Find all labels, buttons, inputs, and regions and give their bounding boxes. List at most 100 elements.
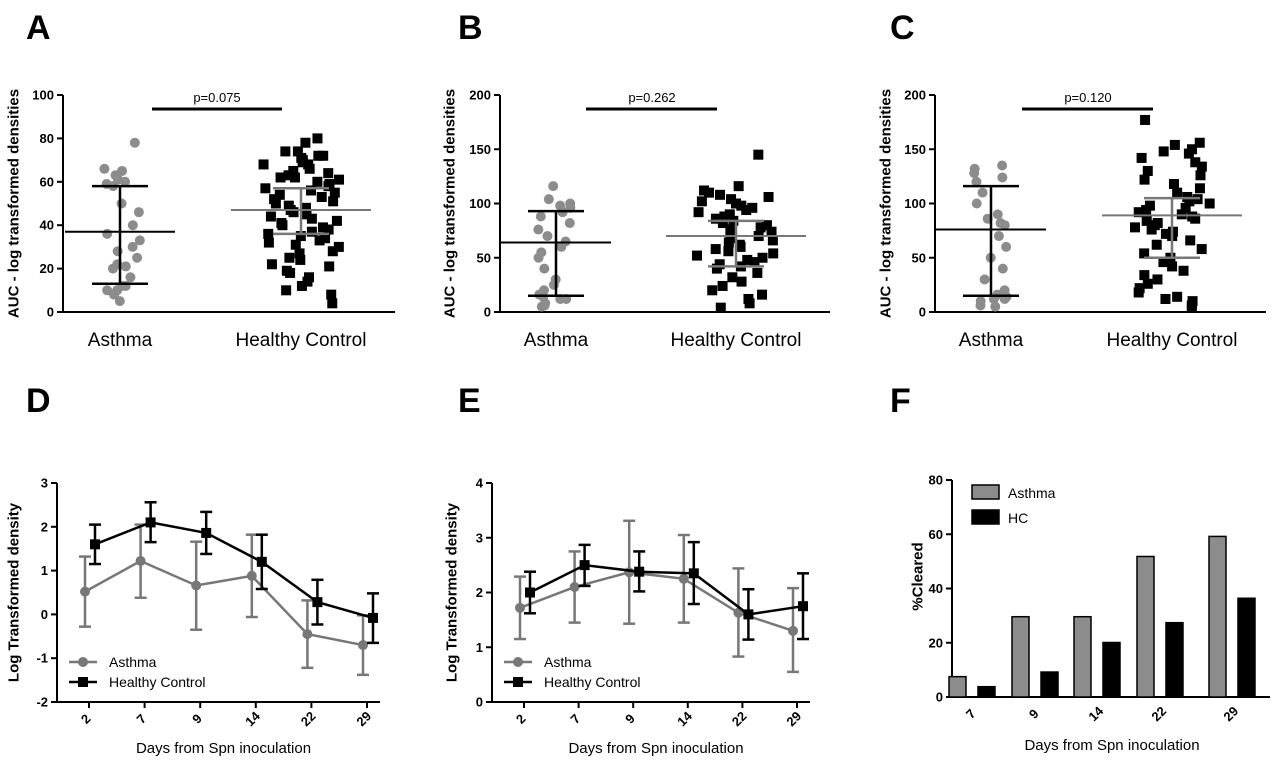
bar (1102, 641, 1121, 698)
legend-label: Asthma (544, 654, 592, 670)
data-point (284, 252, 295, 263)
data-point (1001, 241, 1012, 252)
data-point (288, 207, 299, 218)
data-point (733, 181, 744, 192)
x-tick-label: 29 (783, 708, 804, 729)
data-point (634, 566, 645, 577)
y-tick-label: 4 (476, 476, 484, 491)
data-point (294, 248, 305, 259)
y-tick-label: 100 (32, 88, 54, 103)
y-tick-label: 3 (41, 476, 48, 491)
data-point (312, 597, 323, 608)
y-tick-label: 40 (40, 218, 54, 233)
data-point (704, 187, 715, 198)
p-value-label: p=0.075 (193, 90, 240, 105)
legend-label: Healthy Control (544, 674, 641, 690)
data-point (979, 274, 990, 285)
data-point (1158, 257, 1169, 268)
data-point (1176, 209, 1187, 220)
data-point (116, 198, 127, 209)
x-tick-label: 7 (134, 711, 150, 727)
legend-label: HC (1008, 510, 1028, 526)
data-point (1196, 161, 1207, 172)
data-point (266, 259, 277, 270)
data-point (1142, 278, 1153, 289)
data-point (543, 194, 554, 205)
data-point (191, 580, 202, 591)
data-point (1139, 174, 1150, 185)
y-tick-label: 80 (929, 473, 943, 488)
data-point (300, 137, 311, 148)
panel-label: D (26, 382, 51, 420)
y-tick-label: 3 (476, 530, 483, 545)
data-point (256, 556, 267, 567)
data-point (301, 209, 312, 220)
bar (1165, 621, 1184, 698)
legend-label: Healthy Control (109, 674, 206, 690)
data-point (693, 207, 704, 218)
data-point (127, 220, 138, 231)
data-point (1168, 178, 1179, 189)
data-point (997, 172, 1008, 183)
data-point (757, 252, 768, 263)
data-point (1169, 139, 1180, 150)
data-point (280, 146, 291, 157)
data-point (715, 302, 726, 313)
data-point (312, 176, 323, 187)
data-point (971, 198, 982, 209)
data-point (761, 220, 772, 231)
y-tick-label: 50 (477, 250, 491, 265)
data-point (730, 198, 741, 209)
data-point (135, 555, 146, 566)
legend-swatch (971, 484, 1000, 500)
data-point (1146, 224, 1157, 235)
data-point (696, 196, 707, 207)
data-point (556, 241, 567, 252)
x-tick-label: 7 (568, 711, 584, 727)
data-point (145, 517, 156, 528)
data-point (533, 252, 544, 263)
data-point (320, 233, 331, 244)
data-point (246, 570, 257, 581)
y-tick-label: 60 (929, 527, 943, 542)
data-point (569, 582, 580, 593)
y-tick-label: 60 (40, 174, 54, 189)
data-point (125, 272, 136, 283)
y-tick-label: 0 (919, 305, 926, 320)
data-point (323, 181, 334, 192)
data-point (788, 625, 798, 636)
data-point (1180, 202, 1191, 213)
x-tick-label: 22 (729, 708, 750, 729)
legend-marker (78, 657, 88, 667)
y-tick-label: 20 (40, 261, 54, 276)
data-point (542, 231, 553, 242)
data-point (290, 239, 301, 250)
x-tick-label: 9 (1026, 706, 1042, 722)
data-point (1130, 222, 1141, 233)
data-point (324, 261, 335, 272)
data-point (1184, 196, 1195, 207)
y-axis-title: AUC - log transformed densities (878, 89, 895, 318)
data-point (295, 254, 306, 265)
data-point (333, 241, 344, 252)
y-tick-label: 20 (929, 635, 943, 650)
data-point (564, 218, 575, 229)
series-line (94, 521, 374, 620)
y-tick-label: -1 (36, 651, 48, 666)
data-point (999, 220, 1010, 231)
data-point (1204, 198, 1215, 209)
x-tick-label: 14 (674, 708, 695, 729)
x-axis-title: Days from Spn inoculation (136, 740, 311, 757)
y-tick-label: 0 (47, 305, 54, 320)
data-point (327, 246, 338, 257)
data-point (263, 228, 274, 239)
data-point (300, 202, 311, 213)
data-point (692, 250, 703, 261)
data-point (323, 224, 334, 235)
bar (1208, 535, 1227, 698)
data-point (331, 215, 342, 226)
data-point (711, 263, 722, 274)
data-point (1178, 265, 1189, 276)
bar (948, 675, 967, 698)
data-point (1196, 244, 1207, 255)
